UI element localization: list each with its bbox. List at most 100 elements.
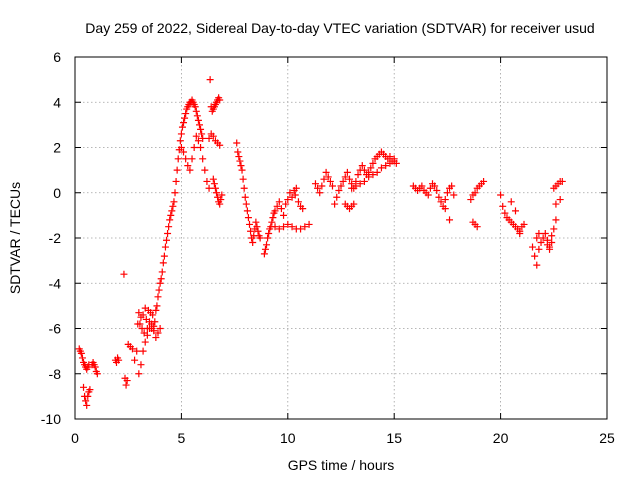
data-point bbox=[244, 214, 252, 222]
y-tick-label: 6 bbox=[53, 49, 61, 65]
data-point bbox=[499, 202, 507, 210]
data-point bbox=[520, 220, 528, 228]
data-point bbox=[256, 234, 264, 242]
data-point bbox=[158, 268, 166, 276]
data-point bbox=[550, 225, 558, 233]
data-point bbox=[418, 182, 426, 190]
data-point bbox=[135, 370, 143, 378]
data-point bbox=[135, 309, 143, 317]
data-point bbox=[535, 229, 543, 237]
data-point bbox=[166, 216, 174, 224]
x-tick-label: 20 bbox=[493, 430, 509, 446]
data-point bbox=[480, 177, 488, 185]
data-point bbox=[260, 250, 268, 258]
data-point bbox=[209, 175, 217, 183]
data-point bbox=[358, 162, 366, 170]
data-point bbox=[177, 130, 185, 138]
y-tick-label: -4 bbox=[49, 275, 62, 291]
data-point bbox=[473, 223, 481, 231]
data-point bbox=[233, 139, 241, 147]
data-point bbox=[386, 153, 394, 161]
data-point bbox=[203, 177, 211, 185]
data-point bbox=[291, 191, 299, 199]
data-point bbox=[253, 223, 261, 231]
data-point bbox=[170, 198, 178, 206]
data-point bbox=[211, 184, 219, 192]
data-point bbox=[277, 205, 285, 213]
data-point bbox=[152, 306, 160, 314]
x-tick-label: 25 bbox=[599, 430, 615, 446]
data-point bbox=[261, 245, 269, 253]
data-point bbox=[209, 132, 217, 140]
data-point bbox=[311, 180, 319, 188]
data-point bbox=[301, 223, 309, 231]
data-point bbox=[443, 189, 451, 197]
data-point bbox=[197, 144, 205, 151]
data-point bbox=[284, 220, 292, 228]
data-point bbox=[82, 397, 90, 405]
data-point bbox=[217, 196, 225, 204]
data-point bbox=[271, 207, 279, 215]
data-point bbox=[441, 196, 449, 204]
data-point bbox=[131, 356, 139, 364]
data-point bbox=[268, 218, 276, 226]
data-point bbox=[120, 270, 128, 278]
data-point bbox=[165, 223, 173, 231]
data-point bbox=[264, 234, 272, 242]
data-point bbox=[322, 168, 330, 176]
data-point bbox=[339, 177, 347, 185]
data-point bbox=[150, 327, 158, 335]
data-point bbox=[275, 198, 283, 206]
data-point bbox=[133, 347, 141, 355]
series-sdtvar bbox=[75, 76, 566, 409]
data-point bbox=[390, 157, 398, 165]
data-point bbox=[337, 182, 345, 190]
data-point bbox=[314, 184, 322, 192]
data-point bbox=[154, 329, 162, 337]
data-point bbox=[446, 216, 454, 224]
data-point bbox=[169, 202, 177, 210]
data-point bbox=[235, 153, 243, 161]
data-point bbox=[199, 155, 207, 163]
data-point bbox=[254, 227, 262, 235]
data-point bbox=[216, 141, 224, 149]
y-tick-label: -8 bbox=[49, 366, 62, 382]
data-point bbox=[78, 354, 86, 362]
data-point bbox=[171, 189, 179, 197]
data-point bbox=[546, 245, 554, 253]
data-point bbox=[241, 193, 249, 201]
data-point bbox=[137, 361, 145, 369]
data-point bbox=[182, 155, 190, 163]
data-point bbox=[210, 180, 218, 188]
data-point bbox=[448, 182, 456, 190]
y-tick-label: 4 bbox=[53, 94, 61, 110]
data-point bbox=[282, 200, 290, 208]
data-point bbox=[173, 166, 181, 174]
chart-title: Day 259 of 2022, Sidereal Day-to-day VTE… bbox=[85, 20, 594, 36]
data-point bbox=[369, 171, 377, 179]
data-point bbox=[548, 232, 556, 240]
data-point bbox=[199, 134, 207, 142]
data-point bbox=[269, 214, 277, 222]
data-points bbox=[75, 76, 566, 409]
data-point bbox=[206, 76, 214, 84]
data-point bbox=[252, 218, 260, 226]
data-point bbox=[123, 377, 131, 385]
data-point bbox=[265, 229, 273, 237]
x-axis-label: GPS time / hours bbox=[288, 457, 395, 473]
data-point bbox=[249, 239, 257, 247]
data-point bbox=[497, 191, 505, 199]
data-point bbox=[369, 159, 377, 167]
data-point bbox=[247, 227, 255, 235]
data-point bbox=[348, 184, 356, 192]
data-point bbox=[149, 311, 157, 319]
data-point bbox=[122, 381, 130, 389]
data-point bbox=[239, 175, 247, 183]
data-point bbox=[292, 184, 300, 192]
data-point bbox=[156, 325, 164, 332]
data-point bbox=[184, 162, 192, 170]
data-point bbox=[193, 112, 201, 120]
data-point bbox=[320, 175, 328, 183]
data-point bbox=[541, 229, 549, 237]
data-point bbox=[139, 311, 147, 319]
